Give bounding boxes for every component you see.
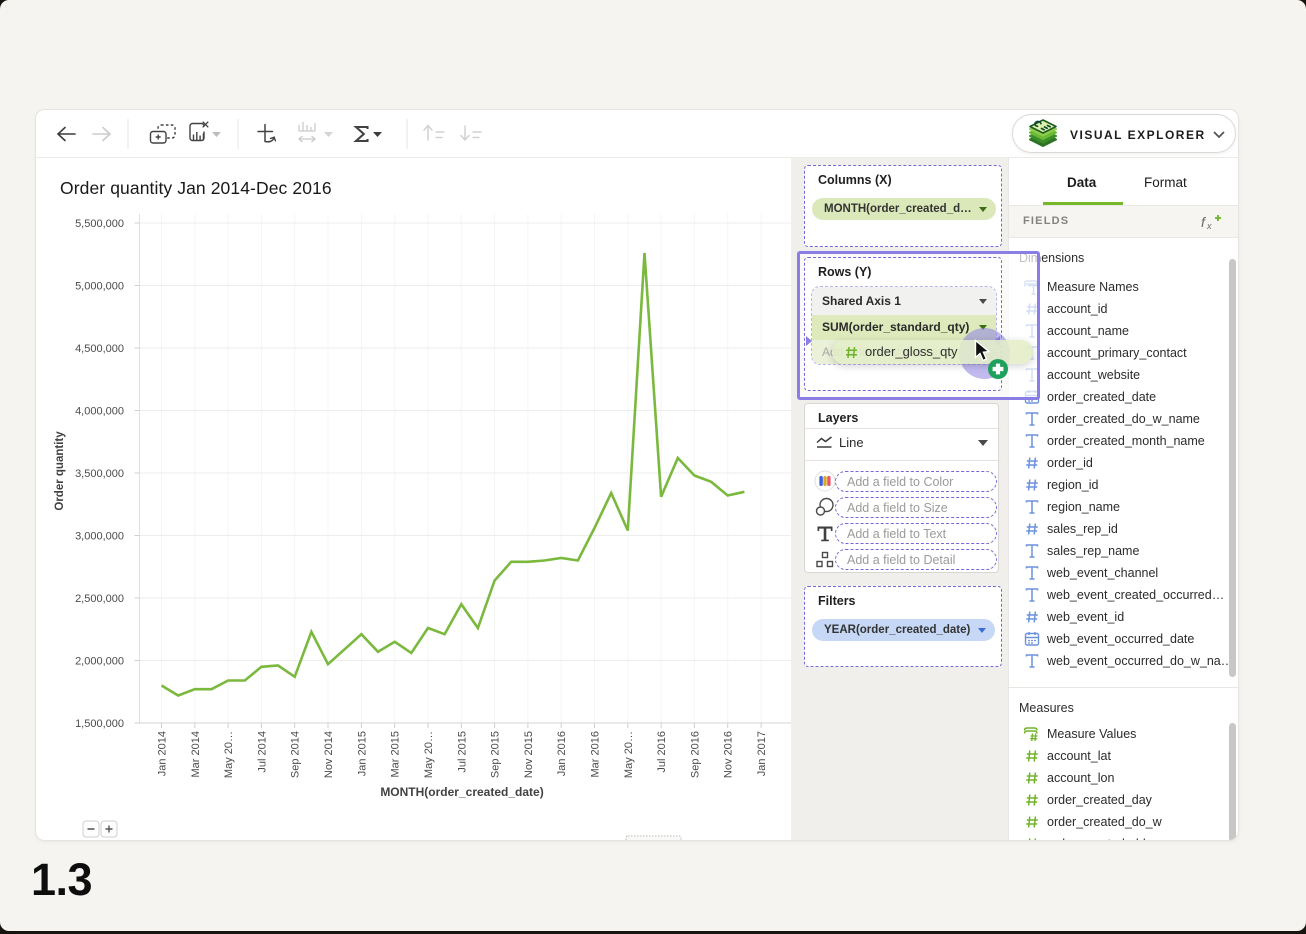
svg-text:5,500,000: 5,500,000 [75,218,124,230]
svg-text:1,500,000: 1,500,000 [75,718,124,730]
svg-text:May 20…: May 20… [223,731,235,778]
svg-text:Jan 2017: Jan 2017 [756,731,768,776]
svg-text:Jan 2016: Jan 2016 [556,731,568,776]
svg-text:4,500,000: 4,500,000 [75,343,124,355]
svg-text:Mar 2015: Mar 2015 [390,731,402,777]
svg-text:Nov 2015: Nov 2015 [523,731,535,778]
svg-text:f: f [1201,214,1207,230]
svg-text:Mar 2014: Mar 2014 [190,731,202,777]
svg-text:Jan 2014: Jan 2014 [157,731,169,776]
svg-text:Sep 2016: Sep 2016 [689,731,701,778]
svg-text:May 20…: May 20… [423,731,435,778]
svg-text:Sep 2014: Sep 2014 [290,731,302,778]
svg-text:3,500,000: 3,500,000 [75,468,124,480]
svg-text:Jul 2014: Jul 2014 [256,731,268,773]
svg-text:Nov 2016: Nov 2016 [723,731,735,778]
svg-text:Jul 2016: Jul 2016 [656,731,668,773]
svg-text:Jan 2015: Jan 2015 [356,731,368,776]
svg-text:2,500,000: 2,500,000 [75,593,124,605]
svg-text:x: x [1206,221,1212,231]
svg-text:Mar 2016: Mar 2016 [590,731,602,777]
svg-text:May 20…: May 20… [623,731,635,778]
svg-text:4,000,000: 4,000,000 [75,406,124,418]
svg-text:Jul 2015: Jul 2015 [456,731,468,773]
svg-text:2,000,000: 2,000,000 [75,656,124,668]
svg-text:5,000,000: 5,000,000 [75,281,124,293]
svg-text:3,000,000: 3,000,000 [75,531,124,543]
svg-text:Sep 2015: Sep 2015 [490,731,502,778]
svg-text:Order quantity Jan 2014-Dec 20: Order quantity Jan 2014-Dec 2016 [60,178,332,198]
svg-text:Order quantity: Order quantity [54,431,66,511]
svg-text:Nov 2014: Nov 2014 [323,731,335,778]
svg-text:MONTH(order_created_date): MONTH(order_created_date) [380,785,543,799]
